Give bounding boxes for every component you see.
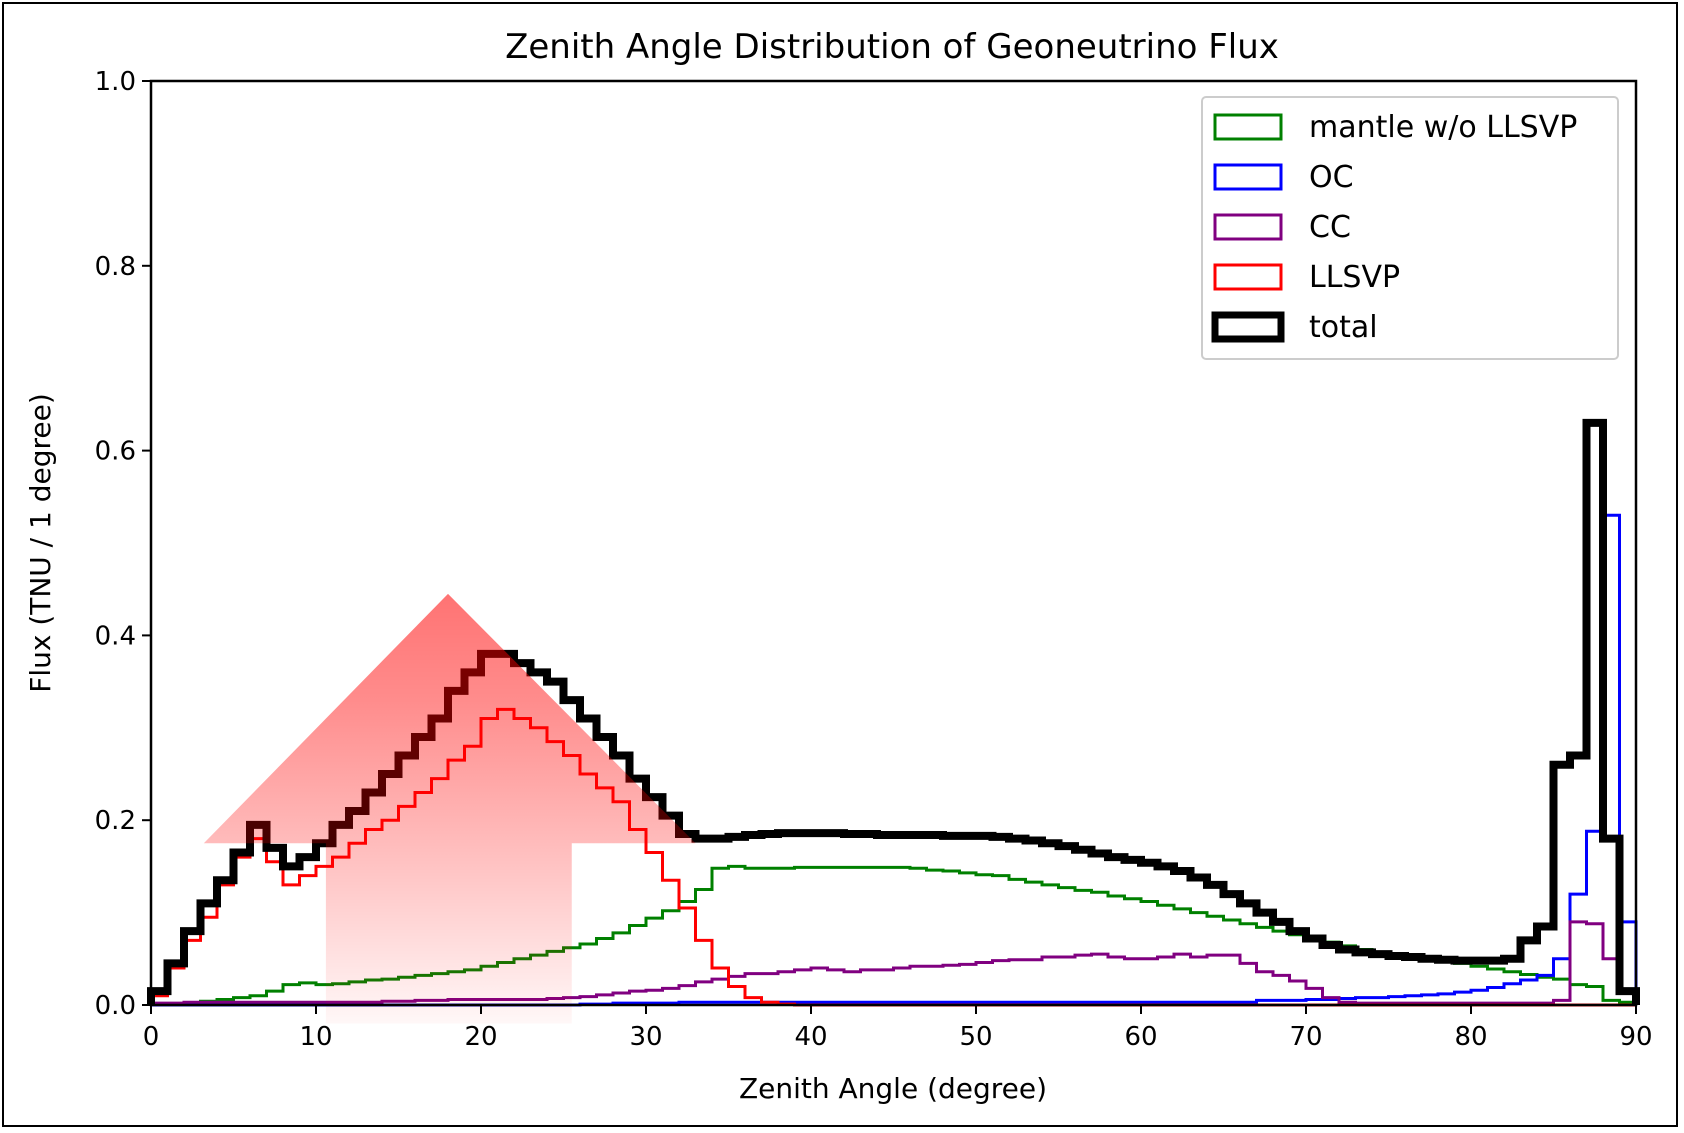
x-axis-title: Zenith Angle (degree) (739, 1072, 1047, 1105)
legend: mantle w/o LLSVP OC CC LLSVP total (1201, 96, 1619, 360)
legend-label: mantle w/o LLSVP (1309, 110, 1577, 145)
annotation-layer (203, 593, 696, 1024)
y-tick-label: 0.2 (95, 806, 136, 836)
legend-label: LLSVP (1309, 260, 1400, 295)
x-tick-label: 50 (959, 1022, 992, 1052)
x-tick-label: 10 (299, 1022, 332, 1052)
y-tick-label: 0.4 (95, 621, 136, 651)
x-tick-label: 40 (794, 1022, 827, 1052)
x-tick-label: 30 (629, 1022, 662, 1052)
x-tick-label: 90 (1619, 1022, 1652, 1052)
x-tick-label: 80 (1454, 1022, 1487, 1052)
plot-area-frame (149, 79, 1638, 1007)
highlight-arrow (203, 593, 696, 1024)
x-tick-label: 70 (1289, 1022, 1322, 1052)
legend-label: OC (1309, 160, 1354, 195)
x-tick-label: 20 (464, 1022, 497, 1052)
legend-swatch (1211, 311, 1285, 343)
y-axis-title: Flux (TNU / 1 degree) (24, 393, 57, 693)
y-tick-label: 0.0 (95, 991, 136, 1021)
y-tick-label: 1.0 (95, 67, 136, 97)
legend-swatch (1213, 213, 1283, 241)
y-tick-label: 0.8 (95, 252, 136, 282)
x-tick-label: 60 (1124, 1022, 1157, 1052)
y-tick-label: 0.6 (95, 437, 136, 467)
legend-swatch (1213, 163, 1283, 191)
legend-box (1201, 96, 1619, 360)
x-tick-label: 0 (143, 1022, 160, 1052)
y-axis: 0.0 0.2 0.4 0.6 0.8 1.0 (95, 67, 151, 1021)
legend-swatch (1213, 113, 1283, 141)
legend-label: CC (1309, 210, 1351, 245)
legend-swatch (1213, 263, 1283, 291)
chart-title: Zenith Angle Distribution of Geoneutrino… (505, 27, 1279, 67)
legend-label: total (1309, 310, 1378, 345)
x-axis: 0 10 20 30 40 50 60 70 80 90 (143, 1005, 1653, 1052)
